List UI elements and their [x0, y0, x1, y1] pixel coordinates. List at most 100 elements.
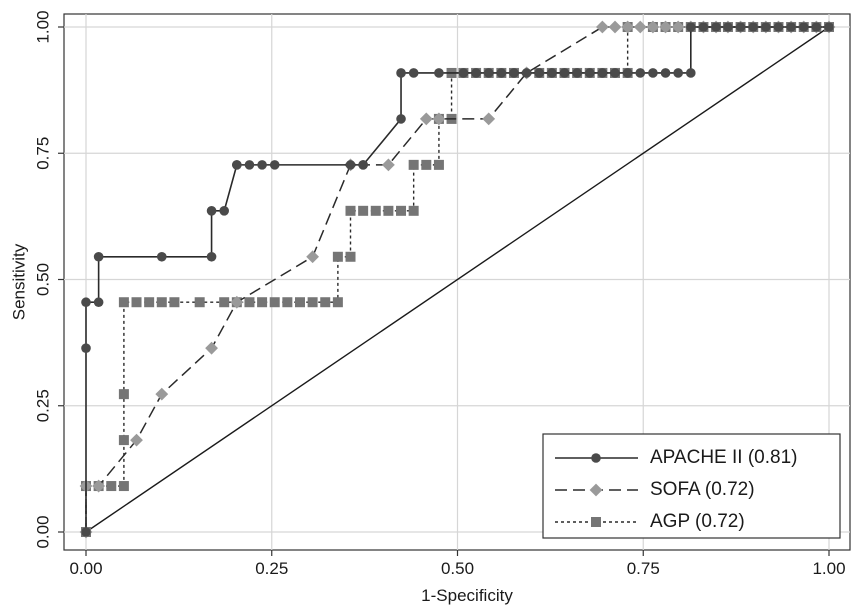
data-point [723, 22, 733, 32]
data-point [408, 159, 419, 170]
data-point [761, 22, 771, 32]
data-point [408, 205, 419, 216]
data-point [559, 68, 570, 78]
data-point [698, 22, 709, 32]
data-point [294, 297, 305, 308]
data-point [659, 20, 672, 34]
series-circle [81, 22, 834, 537]
data-point [92, 479, 106, 493]
y-axis-title: Sensitivity [9, 243, 28, 320]
y-tick-label: 1.00 [33, 10, 52, 43]
data-point [219, 206, 229, 216]
data-point [383, 205, 394, 216]
data-point [748, 22, 759, 32]
data-point [496, 68, 507, 78]
data-point [432, 112, 446, 126]
x-tick-label: 0.25 [255, 559, 288, 578]
legend-label: APACHE II (0.81) [650, 447, 797, 468]
data-point [81, 527, 91, 537]
data-point [396, 68, 406, 78]
data-point [660, 68, 671, 78]
data-point [93, 251, 104, 262]
data-point [421, 159, 432, 170]
data-point [320, 297, 331, 308]
data-point [711, 22, 721, 32]
data-point [370, 205, 381, 216]
data-point [118, 435, 129, 446]
data-point [673, 68, 683, 78]
data-point [798, 22, 809, 32]
data-point [269, 160, 280, 170]
data-point [572, 68, 582, 78]
data-point [547, 68, 557, 78]
axes: 0.00 0.25 0.50 0.75 1.00 0.00 0.25 0.50 0.75 1.00… [9, 10, 845, 605]
x-tick-label: 1.00 [812, 559, 845, 578]
data-point [244, 160, 255, 170]
data-point [671, 20, 685, 34]
data-point [610, 68, 620, 78]
data-point [396, 114, 406, 124]
data-point [824, 22, 834, 32]
data-point [419, 112, 433, 126]
data-point [408, 68, 419, 78]
data-point [93, 297, 104, 308]
x-tick-label: 0.00 [69, 559, 102, 578]
data-point [206, 206, 217, 216]
y-tick-label: 0.75 [33, 137, 52, 170]
data-point [282, 297, 293, 308]
data-point [686, 68, 696, 78]
data-point [156, 297, 167, 308]
legend-marker [589, 483, 603, 497]
data-point [106, 481, 117, 492]
data-point [584, 68, 595, 78]
x-axis-title: 1-Specificity [421, 586, 513, 605]
legend-label: SOFA (0.72) [650, 479, 755, 500]
data-point [332, 297, 343, 308]
data-point [482, 112, 496, 126]
data-point [686, 22, 696, 32]
legend-marker [591, 453, 601, 463]
data-point [345, 205, 356, 216]
data-point [131, 297, 142, 308]
data-point [595, 20, 609, 34]
data-point [358, 205, 369, 216]
data-point [458, 68, 469, 78]
data-point [332, 251, 343, 262]
legend: APACHE II (0.81) SOFA (0.72) AGP (0.72) [542, 433, 841, 539]
legend-marker [591, 517, 601, 527]
data-point [811, 22, 822, 32]
data-point [534, 68, 545, 78]
y-tick-label: 0.25 [33, 389, 52, 422]
x-tick-label: 0.50 [441, 559, 474, 578]
y-tick-label: 0.00 [33, 515, 52, 548]
data-point [358, 160, 368, 170]
data-point [396, 205, 407, 216]
data-point [81, 343, 91, 353]
x-tick-label: 0.75 [627, 559, 660, 578]
data-point [232, 160, 242, 170]
data-point [773, 22, 784, 32]
data-point [509, 68, 519, 78]
data-point [205, 341, 218, 355]
data-point [521, 68, 532, 78]
data-point [306, 250, 320, 264]
data-point [483, 68, 494, 78]
data-point [345, 251, 356, 262]
data-point [608, 20, 622, 34]
data-point [434, 68, 444, 78]
data-point [597, 68, 608, 78]
data-point [81, 297, 91, 308]
data-point [244, 297, 255, 308]
data-point [646, 20, 660, 34]
data-point [257, 297, 268, 308]
data-point [269, 297, 280, 308]
data-point [257, 160, 267, 170]
data-point [382, 158, 395, 172]
y-tick-label: 0.50 [33, 263, 52, 296]
data-point [735, 22, 746, 32]
data-point [118, 389, 129, 400]
data-point [621, 20, 635, 34]
data-point [786, 22, 796, 32]
